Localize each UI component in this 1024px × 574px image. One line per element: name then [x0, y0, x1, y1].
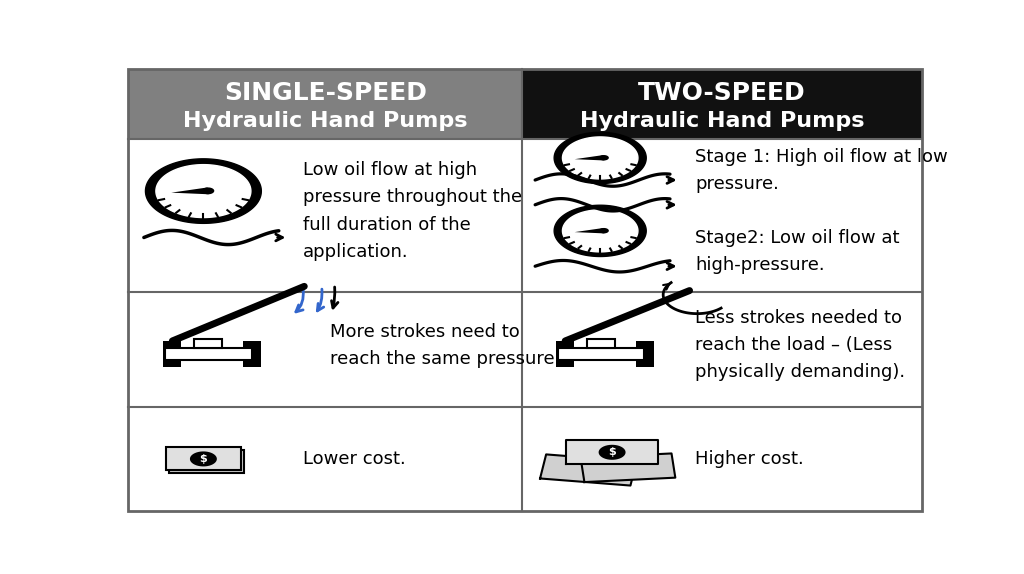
Text: $: $: [608, 447, 616, 457]
Text: Stage 1: High oil flow at low
pressure.

Stage2: Low oil flow at
high-pressure.: Stage 1: High oil flow at low pressure. …: [695, 148, 948, 274]
Text: SINGLE-SPEED: SINGLE-SPEED: [224, 81, 427, 104]
Bar: [556, 341, 574, 367]
Bar: [128, 139, 922, 511]
Text: $: $: [200, 454, 207, 464]
Polygon shape: [566, 440, 657, 464]
Polygon shape: [540, 455, 637, 486]
Bar: [558, 348, 644, 360]
Text: TWO-SPEED: TWO-SPEED: [638, 81, 806, 104]
Polygon shape: [574, 155, 604, 161]
Text: Hydraulic Hand Pumps: Hydraulic Hand Pumps: [183, 111, 468, 131]
Polygon shape: [554, 132, 646, 184]
Polygon shape: [156, 165, 251, 218]
Polygon shape: [574, 228, 604, 234]
Text: Higher cost.: Higher cost.: [695, 450, 804, 468]
Text: Less strokes needed to
reach the load – (Less
physically demanding).: Less strokes needed to reach the load – …: [695, 309, 905, 381]
Polygon shape: [562, 137, 638, 179]
Bar: [169, 450, 245, 473]
Polygon shape: [562, 210, 638, 252]
Bar: [128, 69, 522, 139]
Text: Low oil flow at high
pressure throughout the
full duration of the
application.: Low oil flow at high pressure throughout…: [303, 161, 521, 261]
Bar: [166, 448, 241, 471]
Text: Lower cost.: Lower cost.: [303, 450, 406, 468]
Polygon shape: [599, 445, 626, 460]
Text: More strokes need to
reach the same pressure.: More strokes need to reach the same pres…: [331, 323, 561, 368]
Polygon shape: [171, 188, 209, 194]
Polygon shape: [189, 451, 217, 467]
Polygon shape: [202, 188, 214, 194]
Polygon shape: [581, 453, 676, 482]
Polygon shape: [554, 205, 646, 257]
Bar: [194, 339, 222, 348]
Polygon shape: [599, 228, 609, 234]
Bar: [587, 339, 615, 348]
Bar: [522, 69, 922, 139]
Bar: [163, 341, 181, 367]
Text: Hydraulic Hand Pumps: Hydraulic Hand Pumps: [580, 111, 864, 131]
Bar: [636, 341, 654, 367]
Bar: [244, 341, 261, 367]
Polygon shape: [599, 155, 609, 161]
Bar: [165, 348, 252, 360]
Polygon shape: [145, 159, 261, 223]
